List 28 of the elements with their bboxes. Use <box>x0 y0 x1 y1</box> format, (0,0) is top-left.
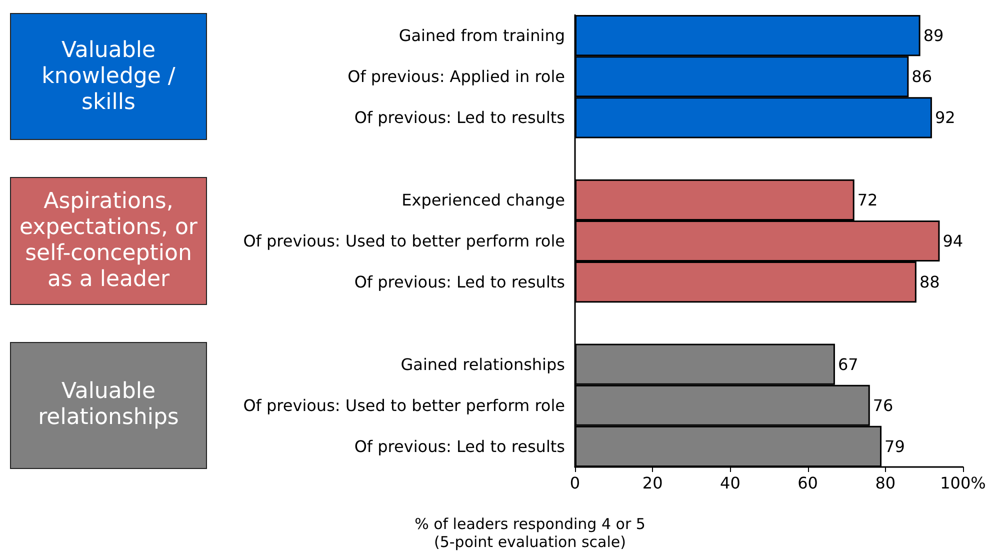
data-label: 86 <box>912 67 932 86</box>
data-label: 94 <box>942 232 964 250</box>
y-tick-label: Of previous: Led to results <box>354 436 565 456</box>
data-label: 72 <box>857 190 878 210</box>
y-tick-label: Of previous: Used to better perform role <box>243 396 565 415</box>
x-tick-label: 40 <box>720 474 740 492</box>
x-tick-label: 60 <box>798 474 818 492</box>
text: Valuable knowledge / skills <box>10 13 207 140</box>
y-tick-label: Gained relationships <box>400 354 565 374</box>
x-axis-title: % of leaders responding 4 or 5 (5-point evaluation scale) <box>414 515 646 551</box>
data-label: 92 <box>934 108 956 128</box>
data-label: 88 <box>919 272 940 292</box>
x-tick-label: 80 <box>875 474 896 492</box>
x-tick-label: 100% <box>940 474 986 492</box>
y-tick-label: Of previous: Used to better perform role <box>243 232 565 250</box>
data-label: 67 <box>838 354 858 374</box>
y-tick-label: Of previous: Led to results <box>354 272 565 292</box>
data-label: 79 <box>884 436 905 456</box>
text: Aspirations, expectations, or self-conception as a leader <box>10 177 207 305</box>
text: Valuable relationships <box>10 342 207 469</box>
y-tick-label: Gained from training <box>398 26 565 46</box>
data-label: 89 <box>923 26 944 46</box>
y-tick-label: Experienced change <box>402 190 565 210</box>
x-tick-label: 0 <box>570 474 580 492</box>
x-tick-label: 20 <box>642 474 663 492</box>
data-label: 76 <box>872 396 894 415</box>
y-tick-label: Of previous: Led to results <box>354 108 565 128</box>
y-tick-label: Of previous: Applied in role <box>348 67 565 86</box>
